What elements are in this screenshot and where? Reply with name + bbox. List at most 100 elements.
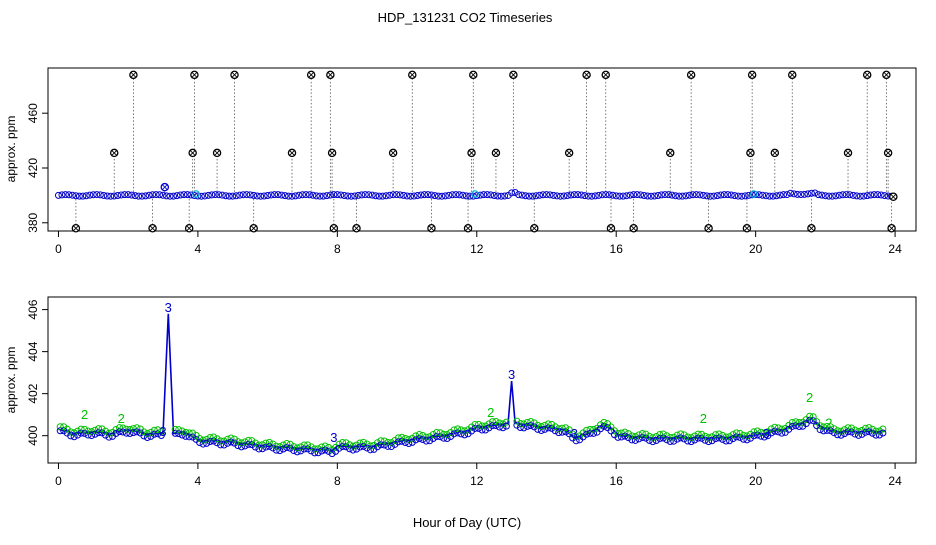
top-baseline-point [647, 192, 655, 200]
bottom-x-tick-label: 4 [195, 474, 202, 488]
bottom-x-tick-label: 0 [55, 474, 62, 488]
bottom-flag2-point [115, 424, 123, 432]
top-baseline-point [61, 191, 69, 199]
top-baseline-point [769, 192, 777, 200]
top-baseline-point [225, 192, 233, 200]
bottom-data-point [691, 436, 699, 444]
bottom-data-point [74, 431, 82, 439]
bottom-flag-label: 2 [825, 415, 832, 430]
bottom-data-point [590, 429, 598, 437]
bottom-data-point [830, 429, 838, 437]
bottom-data-point [848, 428, 856, 436]
bottom-data-point [248, 441, 256, 449]
bottom-y-tick-label: 400 [26, 425, 40, 445]
top-baseline-point [637, 191, 645, 199]
top-baseline-point [319, 192, 327, 200]
top-baseline-point [260, 192, 268, 200]
bottom-flag2-point [77, 425, 85, 433]
bottom-flag2-point [659, 430, 667, 438]
top-baseline-point [131, 192, 139, 200]
top-baseline-point [724, 191, 732, 199]
bottom-data-point [147, 432, 155, 440]
bottom-flag2-point [67, 428, 75, 436]
top-baseline-point [860, 192, 868, 200]
bottom-data-point [373, 443, 381, 451]
top-baseline-point [675, 192, 683, 200]
bottom-data-point [276, 447, 284, 455]
bottom-flag2-point [726, 433, 734, 441]
bottom-data-point [834, 431, 842, 439]
bottom-data-point [185, 433, 193, 441]
bottom-data-point [112, 429, 120, 437]
bottom-flag2-point [652, 433, 660, 441]
top-baseline-point [295, 191, 303, 199]
bottom-data-point [384, 442, 392, 450]
bottom-flag2-point [858, 426, 866, 434]
top-baseline-point [515, 191, 523, 199]
bottom-data-point [143, 433, 151, 441]
bottom-x-tick-label: 12 [470, 474, 484, 488]
bottom-data-point [88, 432, 96, 440]
bottom-flag2-point [502, 418, 510, 426]
top-baseline-point [525, 192, 533, 200]
top-baseline-point [741, 192, 749, 200]
top-baseline-point [577, 191, 585, 199]
bottom-data-point [433, 433, 441, 441]
bottom-flag2-point [300, 441, 308, 449]
bottom-flag2-point [56, 423, 64, 431]
top-outlier-point [388, 148, 398, 158]
bottom-data-point [255, 445, 263, 453]
bottom-data-point [471, 424, 479, 432]
bottom-flag2-point [837, 427, 845, 435]
bottom-flag2-point [112, 425, 120, 433]
bottom-flag2-point [488, 418, 496, 426]
bottom-flag-label: 3 [571, 426, 578, 441]
bottom-data-point [597, 425, 605, 433]
top-outlier-point [287, 148, 297, 158]
top-baseline-point [699, 191, 707, 199]
top-baseline-point [682, 192, 690, 200]
bottom-flag2-point [203, 435, 211, 443]
top-baseline-point [532, 192, 540, 200]
top-baseline-point [661, 191, 669, 199]
top-baseline-point [783, 191, 791, 199]
bottom-flag2-point [792, 418, 800, 426]
top-outlier-point [230, 70, 239, 80]
bottom-flag2-point [743, 432, 751, 440]
bottom-y-axis-label: approx. ppm [4, 347, 18, 414]
top-baseline-point [720, 191, 728, 199]
top-outlier-point [686, 70, 696, 80]
top-baseline-point [323, 192, 331, 200]
top-baseline-point [274, 191, 282, 199]
bottom-data-point [237, 443, 245, 451]
bottom-flag2-point [844, 424, 852, 432]
bottom-data-point [129, 429, 137, 437]
top-outlier-point [329, 224, 339, 233]
top-baseline-point [849, 191, 857, 199]
bottom-flag2-point [373, 439, 381, 447]
top-baseline-point [448, 191, 456, 199]
bottom-flag2-point [698, 430, 706, 438]
bottom-data-point [157, 432, 165, 440]
top-baseline-point [257, 192, 265, 200]
top-y-tick-label: 460 [26, 103, 40, 123]
top-baseline-point [264, 192, 272, 200]
top-baseline-point [563, 192, 571, 200]
figure-title: HDP_131231 CO2 Timeseries [378, 10, 553, 25]
top-x-tick-label: 0 [55, 242, 62, 256]
bottom-flag2-point [178, 427, 186, 435]
top-baseline-point [180, 191, 188, 199]
top-baseline-point [591, 192, 599, 200]
top-baseline-point [570, 191, 578, 199]
bottom-x-tick-label: 16 [610, 474, 624, 488]
bottom-flag2-point [753, 427, 761, 435]
bottom-flag2-point [666, 433, 674, 441]
top-x-tick-label: 4 [195, 242, 202, 256]
top-baseline-point [173, 192, 181, 200]
bottom-flag2-point [196, 434, 204, 442]
bottom-flag2-point [736, 429, 744, 437]
bottom-data-point [450, 430, 458, 438]
top-baseline-point [842, 191, 850, 199]
top-baseline-point [706, 192, 714, 200]
top-baseline-point [539, 191, 547, 199]
